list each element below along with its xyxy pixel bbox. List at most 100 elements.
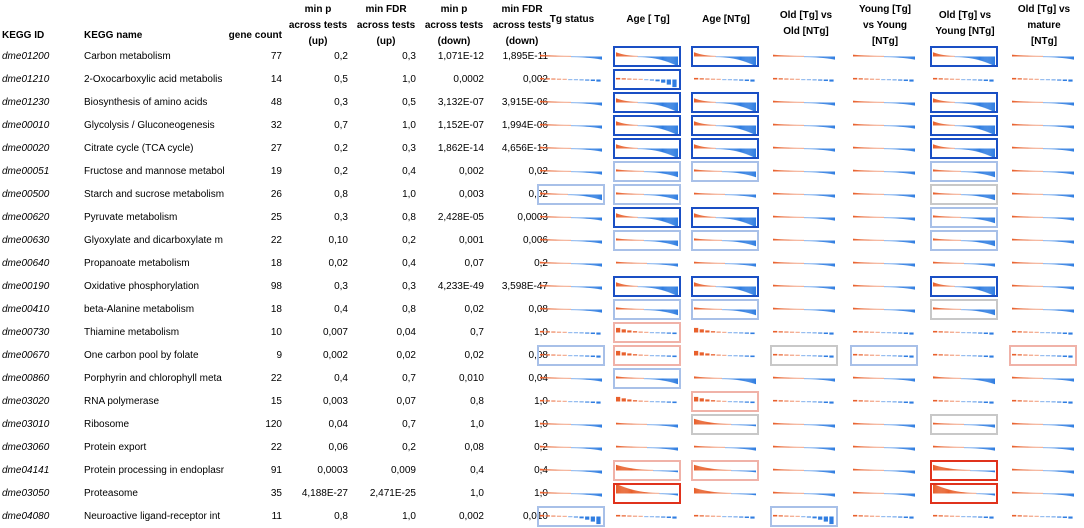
up-bar — [952, 286, 953, 287]
up-bar — [706, 285, 707, 286]
down-bar — [994, 310, 995, 316]
down-bar — [966, 149, 967, 150]
down-bar — [904, 241, 905, 243]
down-bar — [660, 57, 661, 60]
down-bar — [909, 103, 910, 105]
down-bar — [1053, 310, 1054, 311]
up-bar — [954, 194, 955, 195]
down-bar — [596, 287, 597, 289]
down-bar — [1053, 172, 1054, 173]
up-bar — [701, 146, 702, 148]
down-bar — [585, 333, 589, 334]
sparkline-age-tg — [614, 116, 680, 135]
up-bar — [859, 308, 860, 309]
up-bar — [936, 239, 937, 241]
down-bar — [722, 172, 723, 173]
down-bar — [1069, 287, 1070, 289]
up-bar — [1032, 148, 1033, 149]
up-bar — [549, 55, 550, 56]
down-bar — [589, 57, 590, 58]
down-bar — [969, 149, 970, 151]
down-bar — [735, 310, 736, 311]
down-bar — [576, 126, 577, 127]
down-bar — [651, 149, 652, 150]
down-bar — [597, 218, 598, 220]
sparkline-old-tg-vs-young-ntg — [931, 70, 997, 89]
down-bar — [736, 264, 737, 265]
up-bar — [699, 262, 700, 263]
up-bar — [1034, 171, 1035, 172]
down-bar — [576, 310, 577, 311]
up-bar — [696, 145, 697, 148]
up-bar — [619, 214, 620, 217]
down-bar — [972, 241, 973, 242]
down-bar — [829, 172, 830, 174]
sparkline-young-tg-vs-young-ntg — [851, 185, 917, 204]
down-bar — [716, 57, 717, 58]
up-bar — [786, 286, 787, 287]
down-bar — [594, 172, 595, 174]
up-bar — [854, 55, 855, 57]
down-bar — [720, 103, 721, 104]
down-bar — [909, 172, 910, 174]
down-bar — [644, 80, 648, 81]
up-bar — [625, 285, 626, 287]
down-bar — [737, 241, 738, 243]
down-bar — [830, 126, 831, 128]
down-bar — [1046, 264, 1047, 265]
down-bar — [583, 195, 584, 197]
down-bar — [1059, 126, 1060, 127]
up-bar — [795, 309, 796, 310]
down-bar — [817, 241, 818, 242]
up-bar — [933, 78, 937, 80]
down-bar — [750, 264, 751, 266]
down-bar — [1054, 149, 1055, 150]
down-bar — [675, 57, 676, 66]
down-bar — [815, 241, 816, 242]
up-bar — [1022, 216, 1023, 217]
down-bar — [820, 241, 821, 242]
up-bar — [795, 102, 796, 103]
up-bar — [960, 171, 961, 172]
up-bar — [564, 171, 565, 172]
down-bar — [912, 126, 913, 129]
up-bar — [1016, 193, 1017, 194]
down-bar — [970, 126, 971, 128]
up-bar — [789, 263, 790, 264]
up-bar — [1016, 170, 1017, 171]
down-bar — [829, 287, 830, 289]
min-fdr-up: 0,3 — [350, 45, 416, 68]
up-bar — [553, 286, 554, 287]
down-bar — [748, 218, 749, 224]
sparkline-old-tg-vs-old-ntg — [771, 254, 837, 273]
down-bar — [718, 103, 719, 104]
up-bar — [791, 309, 792, 310]
down-bar — [656, 103, 657, 105]
up-bar — [638, 171, 639, 172]
up-bar — [1036, 263, 1037, 264]
down-bar — [747, 172, 748, 175]
down-bar — [1063, 333, 1067, 335]
up-bar — [562, 286, 563, 287]
up-bar — [777, 124, 778, 125]
down-bar — [722, 310, 723, 311]
up-bar — [774, 262, 775, 264]
up-bar — [550, 101, 551, 102]
up-bar — [781, 216, 782, 217]
up-bar — [542, 55, 543, 57]
down-bar — [965, 241, 966, 242]
down-bar — [1067, 103, 1068, 105]
down-bar — [1047, 172, 1048, 173]
up-bar — [713, 194, 714, 195]
up-bar — [795, 240, 796, 241]
down-bar — [739, 149, 740, 153]
up-bar — [1042, 148, 1043, 149]
sparkline-young-tg-vs-young-ntg — [851, 323, 917, 342]
down-bar — [912, 218, 913, 221]
up-bar — [619, 53, 620, 56]
sparkline-tg-status — [538, 139, 604, 158]
down-bar — [817, 287, 818, 288]
min-p-down: 0,02 — [418, 298, 484, 321]
down-bar — [1071, 126, 1072, 129]
